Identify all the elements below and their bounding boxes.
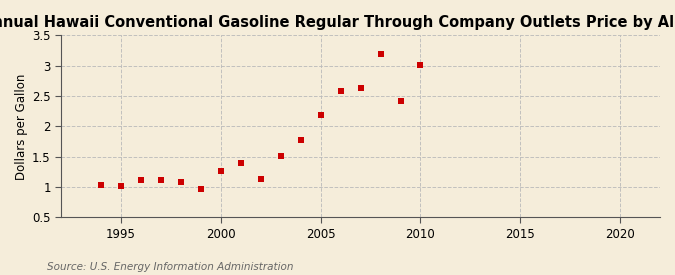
Text: Source: U.S. Energy Information Administration: Source: U.S. Energy Information Administ…: [47, 262, 294, 272]
Y-axis label: Dollars per Gallon: Dollars per Gallon: [15, 73, 28, 180]
Title: Annual Hawaii Conventional Gasoline Regular Through Company Outlets Price by All: Annual Hawaii Conventional Gasoline Regu…: [0, 15, 675, 30]
